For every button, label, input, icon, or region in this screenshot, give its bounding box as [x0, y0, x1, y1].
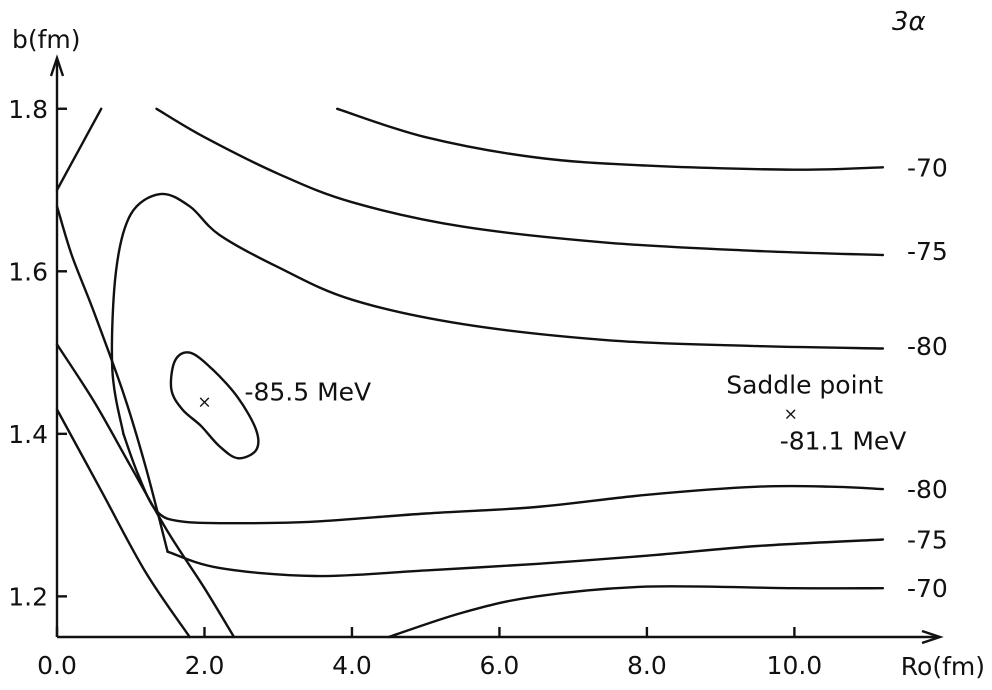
x-tick-label: 2.0 — [185, 651, 225, 680]
y-tick-label: 1.6 — [8, 257, 48, 286]
contour-level-label: -80 — [907, 475, 948, 504]
contour-level-label: -70 — [907, 153, 948, 182]
x-ticks: 0.0 2.0 4.0 6.0 8.0 10.0 — [37, 627, 822, 680]
axes — [49, 54, 944, 645]
minimum-marker: × — [197, 392, 211, 412]
x-tick-label: 8.0 — [627, 651, 667, 680]
y-axis-arrow-icon — [49, 54, 65, 77]
x-tick-label: 4.0 — [332, 651, 372, 680]
x-axis-arrow-icon — [921, 629, 944, 645]
x-tick-label: 0.0 — [37, 651, 77, 680]
x-axis-title: Ro(fm) — [901, 652, 985, 681]
contour-line — [55, 107, 103, 192]
saddle-point-energy-label: -81.1 MeV — [780, 427, 907, 456]
saddle-point-title: Saddle point — [726, 371, 883, 400]
contour-lines — [55, 107, 885, 639]
y-axis-title: b(fm) — [12, 25, 81, 54]
x-tick-label: 6.0 — [480, 651, 520, 680]
y-tick-label: 1.4 — [8, 420, 48, 449]
contour-line — [110, 192, 885, 435]
contour-labels: -70 -75 -80 -80 -75 -70 — [907, 153, 948, 603]
contour-level-label: -75 — [907, 525, 948, 554]
contour-line — [155, 107, 885, 257]
x-tick-label: 10.0 — [767, 651, 823, 680]
contour-line — [166, 538, 885, 578]
contour-level-label: -75 — [907, 237, 948, 266]
contour-level-label: -70 — [907, 574, 948, 603]
chart-title: 3α — [892, 7, 926, 37]
saddle-point-marker: × — [784, 405, 798, 425]
contour-line — [169, 351, 260, 460]
y-ticks: 1.2 1.4 1.6 1.8 — [8, 95, 67, 611]
y-tick-label: 1.2 — [8, 582, 48, 611]
minimum-energy-label: -85.5 MeV — [244, 377, 371, 406]
y-tick-label: 1.8 — [8, 95, 48, 124]
contour-line — [387, 585, 885, 639]
contour-level-label: -80 — [907, 332, 948, 361]
contour-line — [55, 408, 191, 639]
contour-line — [122, 432, 885, 525]
contour-line — [336, 107, 885, 171]
annotations: × -85.5 MeV × Saddle point -81.1 MeV — [197, 371, 906, 456]
